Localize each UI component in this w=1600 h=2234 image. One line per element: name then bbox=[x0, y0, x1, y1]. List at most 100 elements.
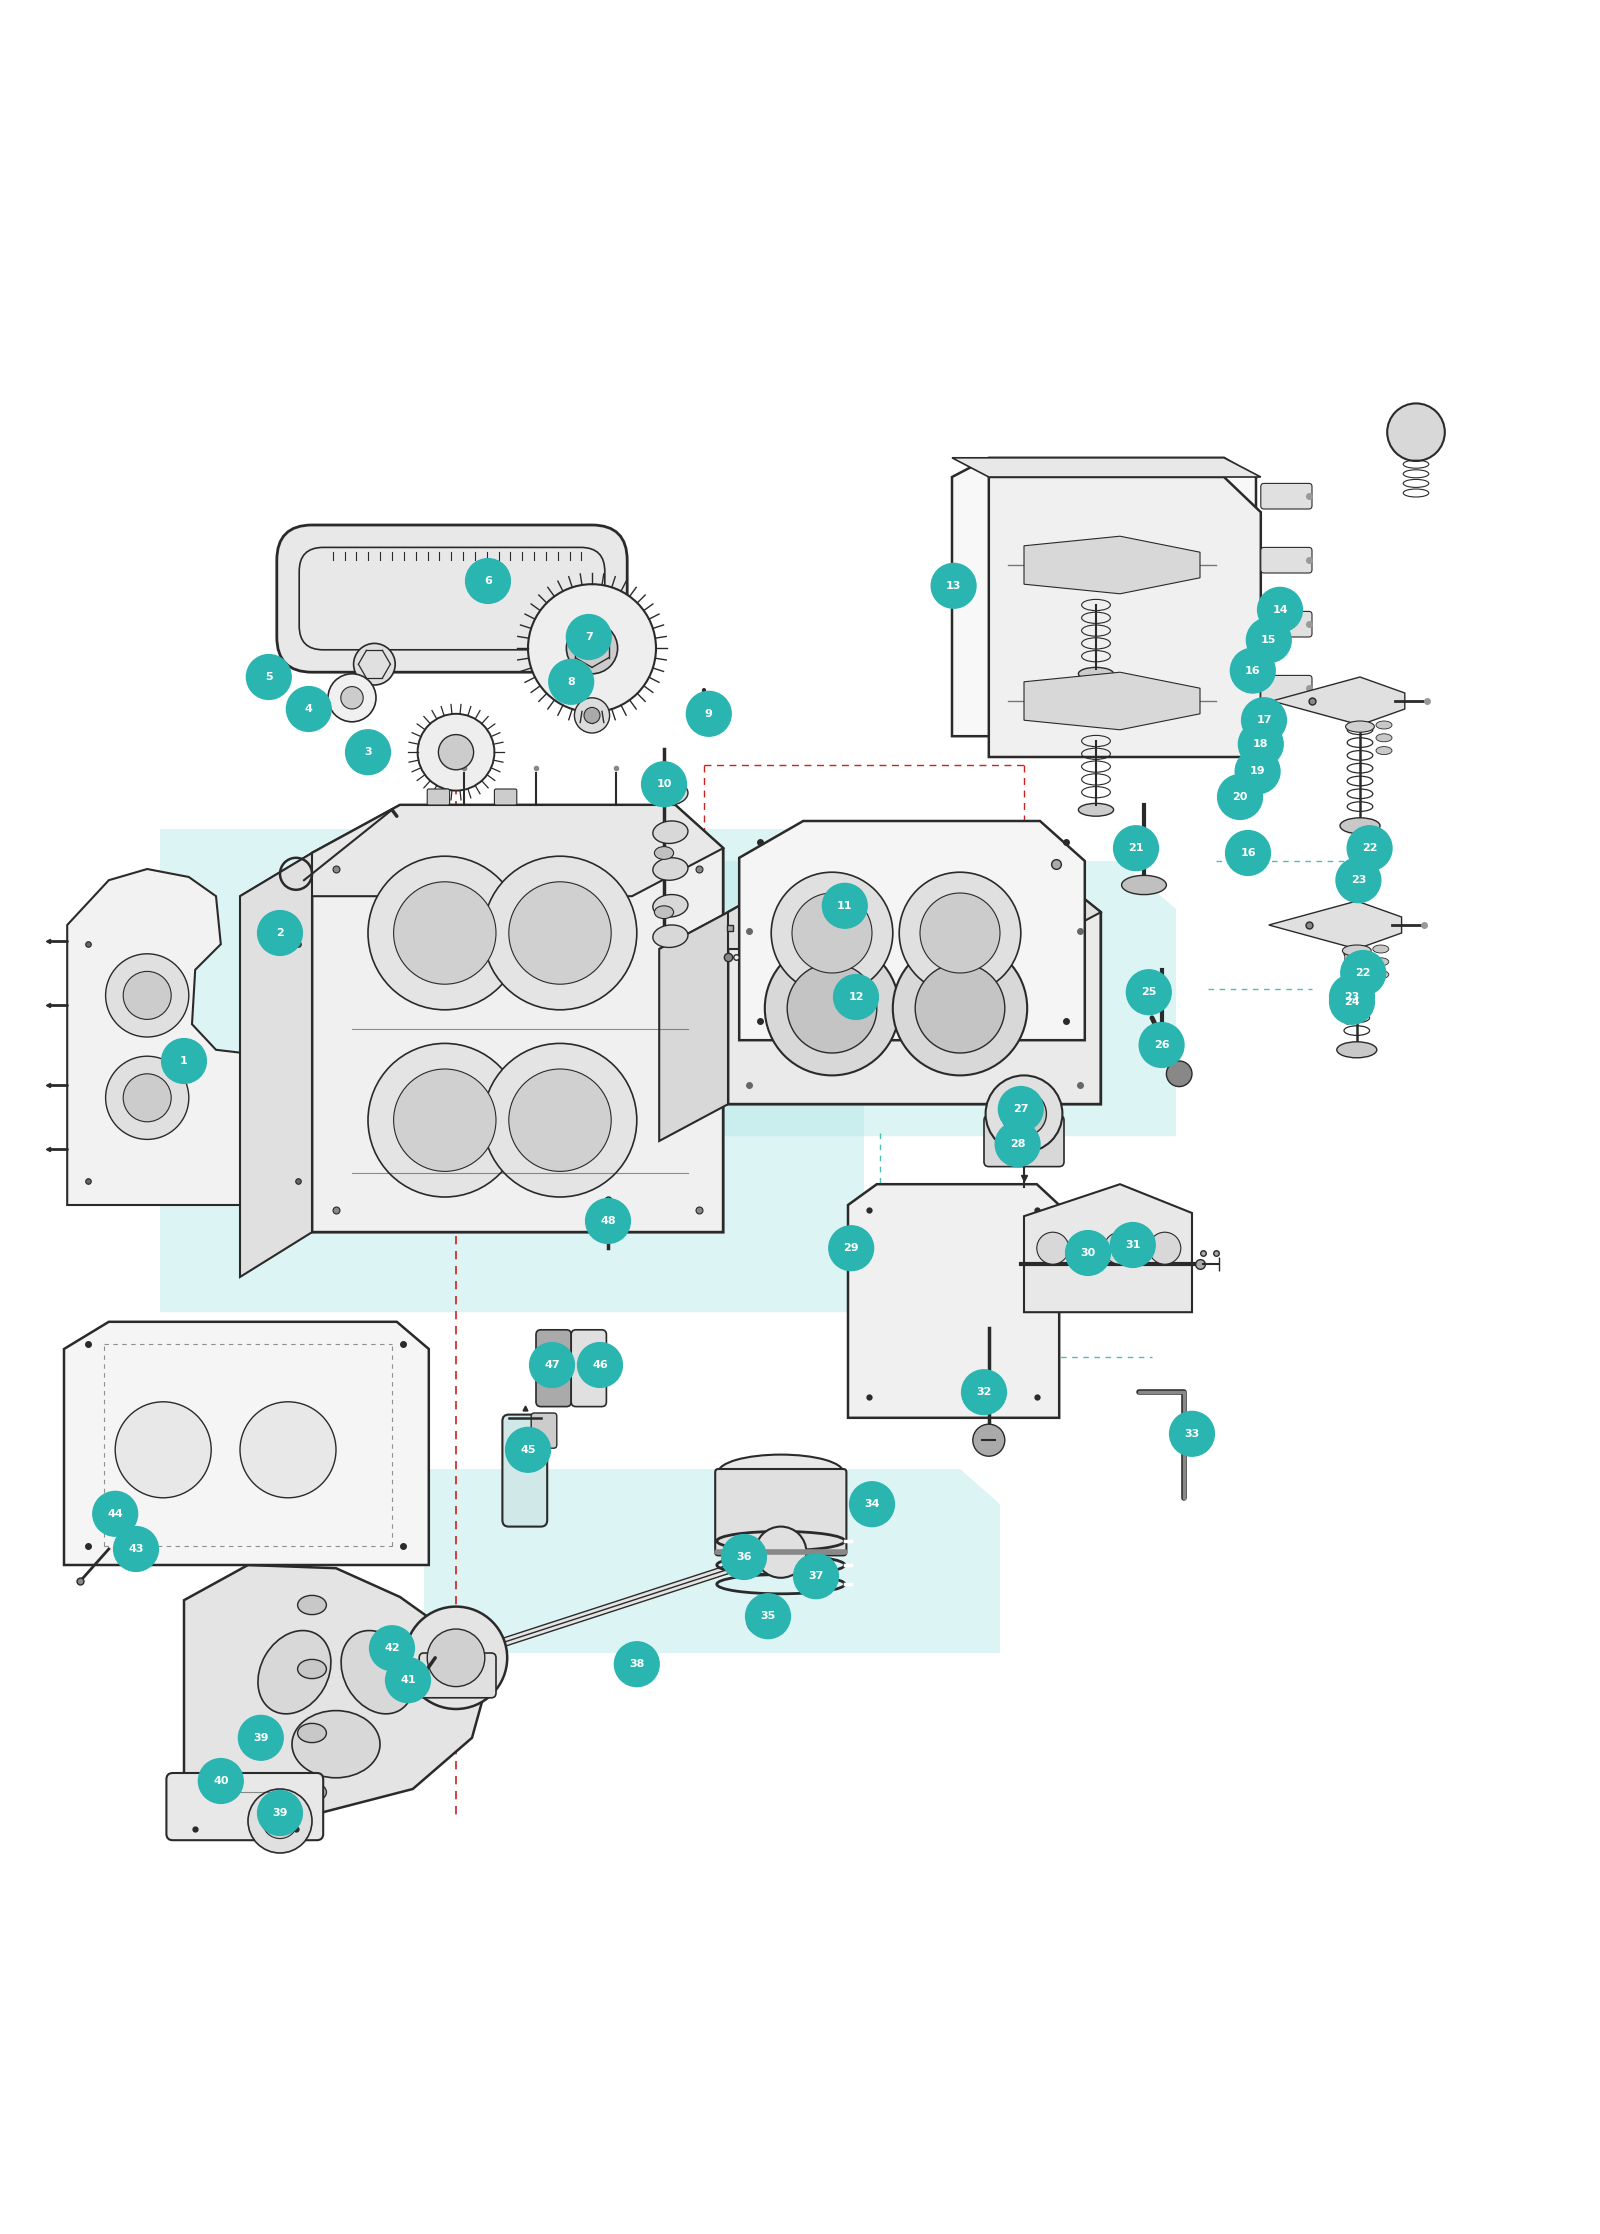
Circle shape bbox=[386, 1658, 430, 1702]
Text: 25: 25 bbox=[1141, 987, 1157, 996]
Text: 15: 15 bbox=[1261, 634, 1277, 646]
Circle shape bbox=[528, 585, 656, 713]
FancyBboxPatch shape bbox=[984, 1115, 1064, 1166]
Circle shape bbox=[1242, 697, 1286, 742]
Text: 45: 45 bbox=[520, 1445, 536, 1454]
Circle shape bbox=[642, 762, 686, 806]
Circle shape bbox=[483, 1043, 637, 1197]
Circle shape bbox=[998, 1086, 1043, 1130]
Ellipse shape bbox=[1078, 804, 1114, 815]
Ellipse shape bbox=[1342, 945, 1371, 956]
Circle shape bbox=[106, 954, 189, 1037]
Ellipse shape bbox=[1341, 818, 1381, 833]
Circle shape bbox=[106, 1057, 189, 1139]
Polygon shape bbox=[659, 873, 1101, 949]
Ellipse shape bbox=[1141, 1034, 1182, 1052]
Polygon shape bbox=[952, 458, 1261, 478]
Circle shape bbox=[915, 963, 1005, 1052]
Text: 29: 29 bbox=[843, 1242, 859, 1253]
Polygon shape bbox=[67, 869, 320, 1204]
Circle shape bbox=[822, 882, 867, 927]
Circle shape bbox=[755, 1526, 806, 1577]
Text: 26: 26 bbox=[1154, 1041, 1170, 1050]
Polygon shape bbox=[989, 478, 1261, 757]
Circle shape bbox=[1330, 974, 1374, 1019]
Circle shape bbox=[899, 871, 1021, 994]
Circle shape bbox=[93, 1492, 138, 1537]
Circle shape bbox=[1347, 827, 1392, 871]
Polygon shape bbox=[739, 822, 1085, 1041]
Circle shape bbox=[198, 1758, 243, 1803]
Circle shape bbox=[341, 686, 363, 708]
Circle shape bbox=[1330, 978, 1374, 1023]
Circle shape bbox=[574, 697, 610, 733]
Circle shape bbox=[354, 643, 395, 686]
Ellipse shape bbox=[653, 782, 688, 804]
Circle shape bbox=[1066, 1231, 1110, 1276]
Circle shape bbox=[115, 1401, 211, 1497]
Circle shape bbox=[530, 1343, 574, 1387]
Text: 43: 43 bbox=[128, 1544, 144, 1555]
Text: 40: 40 bbox=[213, 1776, 229, 1785]
Text: 19: 19 bbox=[1250, 766, 1266, 777]
Circle shape bbox=[765, 941, 899, 1075]
Text: 31: 31 bbox=[1125, 1240, 1141, 1251]
Circle shape bbox=[566, 623, 618, 675]
Text: 13: 13 bbox=[946, 581, 962, 590]
Circle shape bbox=[850, 1481, 894, 1526]
Circle shape bbox=[394, 1070, 496, 1171]
Circle shape bbox=[246, 655, 291, 699]
Text: 46: 46 bbox=[592, 1361, 608, 1369]
Circle shape bbox=[368, 1043, 522, 1197]
Circle shape bbox=[1218, 775, 1262, 820]
Ellipse shape bbox=[718, 1454, 843, 1490]
Polygon shape bbox=[240, 853, 312, 1278]
Circle shape bbox=[1166, 1061, 1192, 1086]
FancyBboxPatch shape bbox=[277, 525, 627, 672]
Text: 37: 37 bbox=[808, 1571, 824, 1582]
Ellipse shape bbox=[1373, 958, 1389, 965]
Ellipse shape bbox=[653, 820, 688, 844]
Circle shape bbox=[746, 1593, 790, 1638]
Circle shape bbox=[1104, 1233, 1136, 1264]
Circle shape bbox=[1110, 1222, 1155, 1267]
Circle shape bbox=[1014, 1104, 1034, 1124]
Ellipse shape bbox=[654, 905, 674, 918]
Ellipse shape bbox=[1373, 945, 1389, 954]
Text: 32: 32 bbox=[976, 1387, 992, 1396]
Text: 4: 4 bbox=[306, 704, 312, 715]
Polygon shape bbox=[1272, 677, 1405, 726]
Circle shape bbox=[973, 1425, 1005, 1457]
Ellipse shape bbox=[298, 1783, 326, 1803]
Circle shape bbox=[483, 856, 637, 1010]
Text: 38: 38 bbox=[629, 1660, 645, 1669]
Ellipse shape bbox=[298, 1722, 326, 1743]
Text: 48: 48 bbox=[600, 1215, 616, 1226]
Ellipse shape bbox=[654, 766, 674, 780]
Circle shape bbox=[346, 731, 390, 775]
Circle shape bbox=[438, 735, 474, 771]
Circle shape bbox=[394, 882, 496, 985]
Circle shape bbox=[1230, 648, 1275, 693]
Circle shape bbox=[418, 715, 494, 791]
Circle shape bbox=[794, 1555, 838, 1600]
Ellipse shape bbox=[1346, 722, 1374, 733]
Circle shape bbox=[614, 1642, 659, 1687]
Circle shape bbox=[834, 974, 878, 1019]
Circle shape bbox=[1126, 970, 1171, 1014]
FancyBboxPatch shape bbox=[1261, 675, 1312, 701]
Text: 18: 18 bbox=[1253, 739, 1269, 748]
Text: 34: 34 bbox=[864, 1499, 880, 1510]
Polygon shape bbox=[952, 458, 1256, 737]
Ellipse shape bbox=[653, 894, 688, 918]
Text: 12: 12 bbox=[848, 992, 864, 1003]
Text: 6: 6 bbox=[485, 576, 491, 585]
Circle shape bbox=[427, 1629, 485, 1687]
Text: 24: 24 bbox=[1344, 996, 1360, 1008]
Circle shape bbox=[792, 894, 872, 974]
Circle shape bbox=[549, 659, 594, 704]
FancyBboxPatch shape bbox=[427, 789, 450, 804]
Circle shape bbox=[931, 563, 976, 608]
Text: 22: 22 bbox=[1355, 967, 1371, 978]
Text: 23: 23 bbox=[1344, 992, 1360, 1003]
